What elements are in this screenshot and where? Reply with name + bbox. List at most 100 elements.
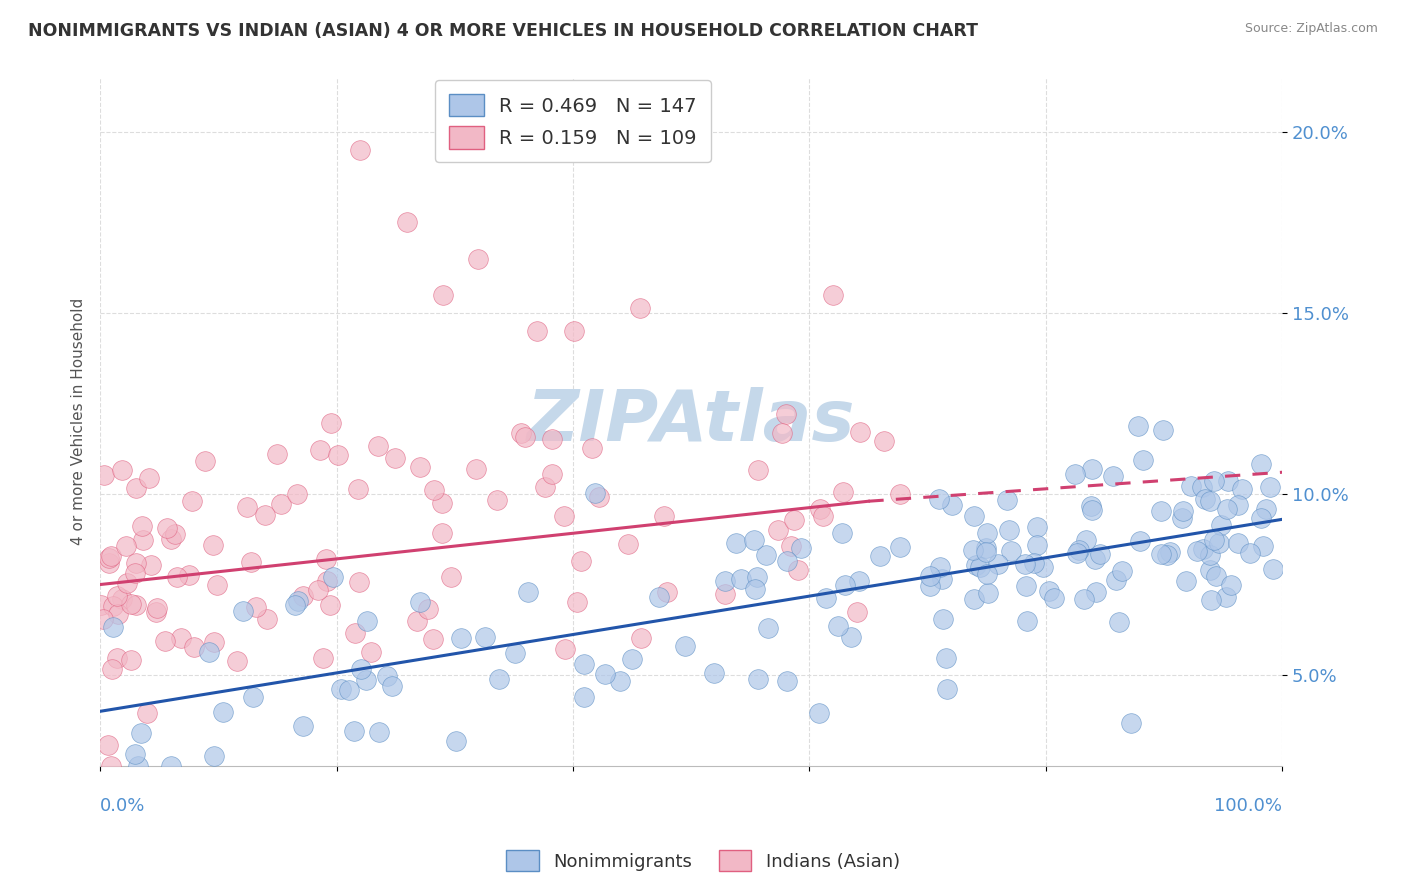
Point [790, 541, 813, 555]
Point [747, 463, 769, 477]
Point [1185, 544, 1208, 558]
Point [1230, 482, 1253, 496]
Point [90, 598, 112, 612]
Point [572, 690, 595, 704]
Point [1180, 479, 1202, 493]
Point [124, 482, 146, 496]
Point [98, 551, 121, 566]
Point [467, 252, 489, 266]
Point [541, 467, 564, 482]
Point [232, 603, 254, 617]
Point [920, 569, 942, 583]
Point [291, 719, 314, 733]
Point [1171, 510, 1194, 524]
Point [1026, 520, 1049, 534]
Point [132, 533, 155, 547]
Point [93, 467, 115, 482]
Point [245, 599, 267, 614]
Point [976, 585, 998, 599]
Point [1250, 511, 1272, 525]
Point [100, 758, 122, 772]
Point [1101, 469, 1123, 483]
Point [360, 645, 382, 659]
Point [730, 572, 752, 586]
Point [337, 683, 360, 698]
Point [254, 508, 277, 522]
Point [513, 430, 536, 444]
Point [1150, 504, 1173, 518]
Point [307, 583, 329, 598]
Point [1205, 568, 1227, 582]
Point [430, 496, 453, 510]
Point [628, 301, 651, 315]
Point [562, 324, 585, 338]
Point [343, 724, 366, 739]
Point [1076, 533, 1098, 547]
Point [145, 606, 167, 620]
Point [1251, 539, 1274, 553]
Point [581, 441, 603, 455]
Point [509, 426, 531, 441]
Point [821, 287, 844, 301]
Point [270, 497, 292, 511]
Point [321, 417, 343, 431]
Point [986, 557, 1008, 571]
Point [202, 538, 225, 552]
Point [146, 600, 169, 615]
Point [1256, 501, 1278, 516]
Point [179, 567, 201, 582]
Point [316, 574, 339, 588]
Point [285, 486, 308, 500]
Point [1199, 563, 1222, 577]
Point [450, 631, 472, 645]
Point [105, 650, 128, 665]
Point [534, 480, 557, 494]
Point [1038, 584, 1060, 599]
Point [742, 533, 765, 547]
Point [485, 492, 508, 507]
Point [1194, 492, 1216, 507]
Point [291, 589, 314, 603]
Point [125, 557, 148, 571]
Point [129, 726, 152, 740]
Point [1216, 501, 1239, 516]
Point [648, 590, 671, 604]
Text: Source: ZipAtlas.com: Source: ZipAtlas.com [1244, 22, 1378, 36]
Point [848, 574, 870, 589]
Point [328, 448, 350, 462]
Point [367, 724, 389, 739]
Point [1105, 573, 1128, 587]
Point [100, 549, 122, 563]
Point [673, 639, 696, 653]
Point [474, 630, 496, 644]
Point [1156, 548, 1178, 562]
Legend: R = 0.469   N = 147, R = 0.159   N = 109: R = 0.469 N = 147, R = 0.159 N = 109 [436, 80, 710, 162]
Point [354, 673, 377, 687]
Text: 0.0%: 0.0% [100, 797, 145, 814]
Point [211, 705, 233, 719]
Point [595, 666, 617, 681]
Point [845, 605, 868, 619]
Point [107, 607, 129, 621]
Text: NONIMMIGRANTS VS INDIAN (ASIAN) 4 OR MORE VEHICLES IN HOUSEHOLD CORRELATION CHAR: NONIMMIGRANTS VS INDIAN (ASIAN) 4 OR MOR… [28, 22, 979, 40]
Point [928, 492, 950, 507]
Point [1218, 474, 1240, 488]
Point [745, 569, 768, 583]
Point [929, 559, 952, 574]
Point [621, 652, 644, 666]
Point [183, 640, 205, 655]
Y-axis label: 4 or more Vehicles in Household: 4 or more Vehicles in Household [72, 298, 86, 545]
Point [1069, 542, 1091, 557]
Point [1132, 453, 1154, 467]
Point [776, 554, 799, 568]
Point [969, 559, 991, 574]
Point [124, 599, 146, 613]
Point [1031, 560, 1053, 574]
Point [329, 681, 352, 696]
Point [815, 591, 838, 605]
Point [770, 425, 793, 440]
Point [831, 485, 853, 500]
Point [205, 577, 228, 591]
Point [284, 598, 307, 612]
Point [384, 450, 406, 465]
